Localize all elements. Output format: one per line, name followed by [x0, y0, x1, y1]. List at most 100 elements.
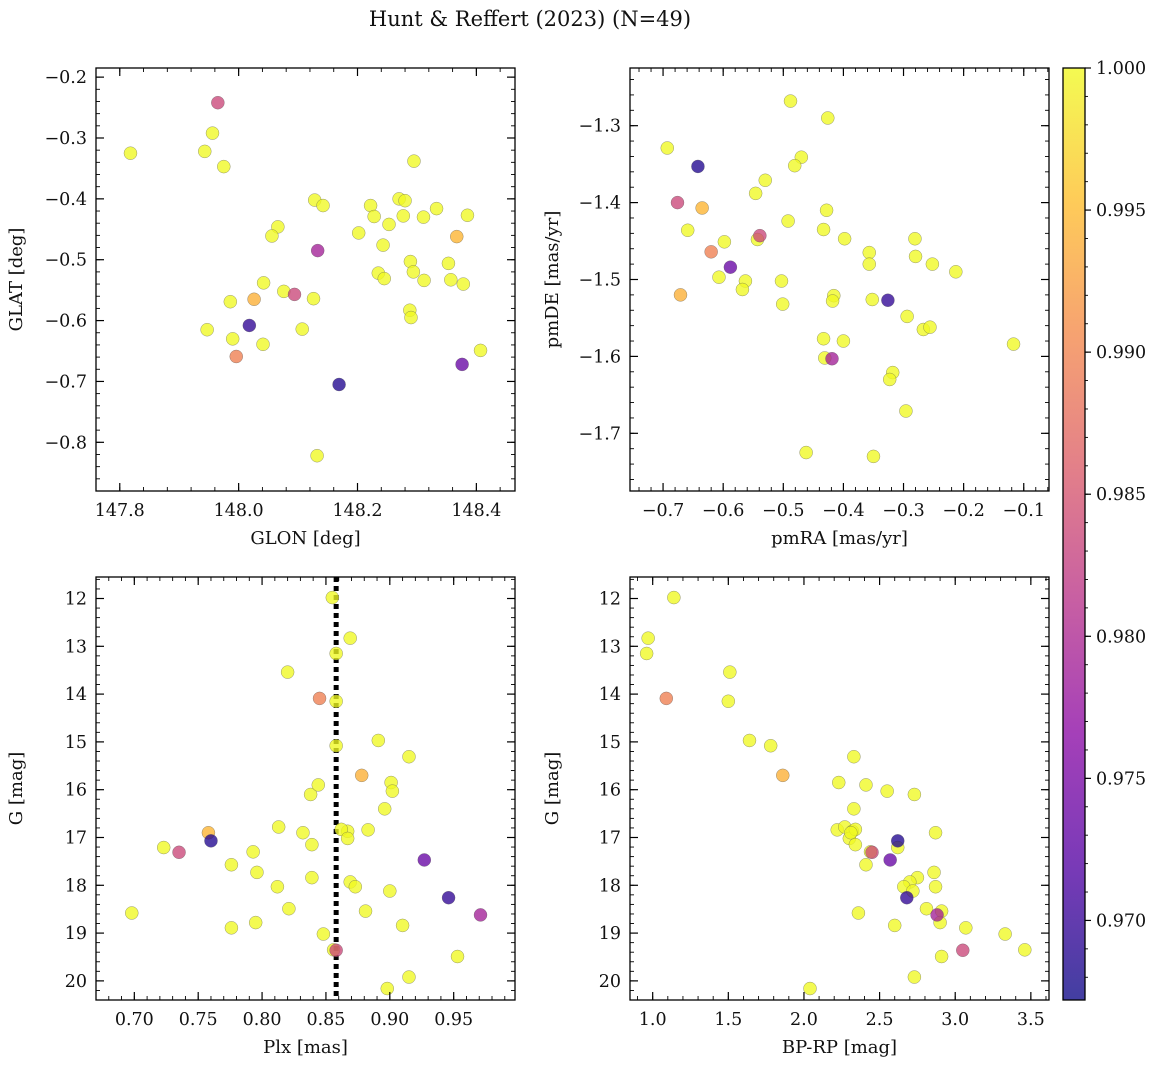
data-point: [742, 733, 757, 748]
colorbar: 0.970 0.975 0.980 0.985 0.990 0.995 1.000: [1062, 59, 1146, 1001]
y-tick-label: 13: [599, 637, 621, 657]
data-point: [907, 970, 922, 984]
data-point: [900, 309, 914, 324]
x-tick-label: −0.2: [942, 501, 985, 521]
x-tick-label: 148.2: [332, 501, 382, 521]
x-tick-label: −0.3: [882, 501, 925, 521]
data-point: [429, 201, 444, 216]
y-axis-label: G [mag]: [6, 752, 27, 825]
axes-frame: [629, 67, 1050, 492]
data-point: [404, 310, 418, 325]
data-point: [303, 787, 318, 802]
data-point: [358, 904, 373, 918]
data-point: [774, 274, 789, 288]
data-point: [229, 349, 244, 364]
data-point: [332, 377, 346, 392]
data-point: [396, 209, 411, 223]
data-point: [377, 802, 392, 816]
data-point: [382, 217, 396, 232]
data-point: [859, 857, 873, 872]
data-point: [310, 243, 325, 258]
data-point: [383, 884, 397, 898]
data-point: [1006, 337, 1021, 351]
colorbar-tick-label: 0.975: [1096, 769, 1146, 789]
data-point: [256, 337, 270, 352]
data-point: [660, 141, 675, 155]
data-point: [224, 921, 239, 935]
data-point: [881, 293, 895, 308]
y-tick-label: −0.2: [45, 68, 88, 88]
y-tick-label: −0.7: [45, 372, 88, 392]
data-point: [223, 294, 238, 309]
data-point: [329, 943, 343, 958]
data-point: [723, 665, 737, 679]
data-point: [680, 223, 695, 238]
data-point: [819, 203, 834, 218]
x-tick-label: −0.6: [702, 501, 745, 521]
data-point: [441, 256, 456, 271]
data-point: [848, 837, 863, 852]
data-point: [295, 322, 309, 336]
data-point: [198, 144, 212, 159]
data-point: [204, 834, 218, 848]
data-point: [831, 775, 846, 790]
data-point: [473, 908, 488, 922]
data-point: [417, 273, 431, 288]
data-point: [473, 343, 488, 358]
colorbar-gradient: [1063, 68, 1085, 1000]
y-axis-label: pmDE [mas/yr]: [542, 211, 563, 349]
x-tick-label: 148.4: [451, 501, 501, 521]
y-tick-label: 14: [65, 685, 87, 705]
data-point: [248, 915, 263, 930]
data-point: [325, 590, 340, 605]
proper-motion-scatter-panel: −0.7 −0.6 −0.5 −0.4 −0.3 −0.2 −0.1 −1.3 −1.4 −1.5…: [542, 67, 1050, 549]
data-point: [825, 351, 839, 366]
x-tick-label: 2.0: [790, 1010, 818, 1030]
y-tick-label: 13: [65, 637, 87, 657]
figure-title: Hunt & Reffert (2023) (N=49): [369, 7, 691, 31]
data-point: [225, 332, 240, 346]
data-point: [395, 918, 410, 933]
data-point: [246, 845, 260, 859]
x-tick-label: 0.95: [434, 1010, 473, 1030]
data-point: [329, 646, 343, 661]
data-point: [211, 95, 225, 110]
data-point: [351, 226, 366, 240]
data-point: [959, 921, 973, 935]
x-tick-label: −0.5: [762, 501, 805, 521]
y-tick-label: −0.4: [45, 190, 88, 210]
data-point: [377, 271, 391, 286]
data-point: [670, 195, 685, 210]
data-point: [776, 768, 790, 783]
data-point: [123, 146, 138, 160]
colorbar-tick-label: 0.985: [1096, 485, 1146, 505]
x-tick-label: 1.0: [639, 1010, 667, 1030]
x-tick-label: 0.90: [370, 1010, 409, 1030]
axes-frame: [95, 67, 516, 492]
x-tick-label: 3.5: [1017, 1010, 1045, 1030]
x-tick-label: 1.5: [714, 1010, 742, 1030]
data-point: [329, 694, 343, 709]
data-point: [949, 265, 963, 279]
data-point: [444, 273, 458, 287]
x-tick-label: 0.85: [306, 1010, 345, 1030]
position-scatter-panel: 147.8 148.0 148.2 148.4 −0.2 −0.3 −0.4 −0.5 −0.6…: [6, 67, 516, 549]
data-point: [717, 235, 732, 249]
data-point: [310, 448, 324, 463]
axes-frame: [629, 576, 1050, 1001]
data-point: [882, 372, 897, 387]
data-point: [217, 159, 231, 174]
data-point: [923, 320, 937, 334]
data-point: [271, 820, 286, 834]
y-tick-label: 15: [599, 733, 621, 753]
data-point: [783, 94, 798, 108]
x-tick-label: 3.0: [941, 1010, 969, 1030]
data-point: [172, 845, 186, 860]
y-tick-label: −1.4: [579, 194, 622, 214]
data-point: [348, 879, 363, 894]
y-tick-label: 17: [65, 828, 87, 848]
data-point: [925, 257, 940, 271]
data-point: [887, 918, 902, 933]
x-axis-label: Plx [mas]: [263, 1037, 348, 1058]
data-point: [723, 260, 738, 274]
